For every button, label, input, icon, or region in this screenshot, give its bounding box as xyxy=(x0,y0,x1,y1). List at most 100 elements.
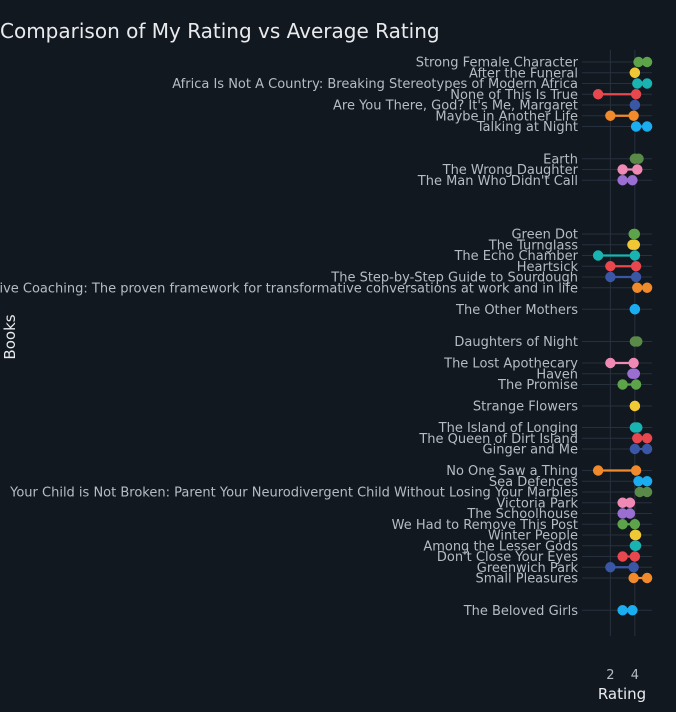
avg-rating-dot xyxy=(628,572,639,584)
book-label: Talking at Night xyxy=(476,120,578,135)
avg-rating-dot xyxy=(632,282,643,293)
x-tick-label: 2 xyxy=(606,668,614,683)
avg-rating-dot xyxy=(627,239,638,250)
avg-rating-dot xyxy=(633,153,644,164)
book-label: The Echo Chamber xyxy=(453,249,578,264)
my-rating-dot xyxy=(641,572,653,584)
my-rating-dot xyxy=(617,551,628,562)
my-rating-dot xyxy=(605,357,616,369)
avg-rating-dot xyxy=(624,508,636,519)
avg-rating-dot xyxy=(629,400,641,412)
my-rating-dot xyxy=(641,56,653,68)
my-rating-dot xyxy=(641,78,653,89)
x-tick-label: 4 xyxy=(631,668,639,683)
book-label: Greenwich Park xyxy=(477,561,579,576)
rating-dots xyxy=(592,56,653,616)
my-rating-dot xyxy=(592,89,604,100)
avg-rating-dot xyxy=(629,304,641,315)
my-rating-dot xyxy=(605,562,616,573)
my-rating-dot xyxy=(641,486,653,498)
book-label: The Queen of Dirt Island xyxy=(418,432,578,447)
avg-rating-dot xyxy=(630,379,642,390)
my-rating-dot xyxy=(605,261,616,272)
book-label: None of This Is True xyxy=(450,88,578,103)
my-rating-dot xyxy=(605,271,616,283)
avg-rating-dot xyxy=(632,164,643,175)
my-rating-dot xyxy=(641,433,653,444)
my-rating-dot xyxy=(617,497,628,508)
my-rating-dot xyxy=(641,476,653,487)
book-label: Small Pleasures xyxy=(476,572,579,587)
avg-rating-dot xyxy=(628,228,639,240)
book-label: Don't Close Your Eyes xyxy=(437,550,578,565)
my-rating-dot xyxy=(592,465,604,476)
avg-rating-dot xyxy=(630,271,642,283)
book-label: The Lost Apothecary xyxy=(443,357,578,372)
avg-rating-dot xyxy=(632,422,643,433)
avg-rating-dot xyxy=(629,443,641,455)
my-rating-dot xyxy=(605,110,616,121)
avg-rating-dot xyxy=(633,56,644,68)
book-label: Africa Is Not A Country: Breaking Stereo… xyxy=(172,77,578,92)
avg-rating-dot xyxy=(630,121,642,132)
avg-rating-dot xyxy=(630,529,642,541)
my-rating-dot xyxy=(641,282,653,293)
book-label: The Turnglass xyxy=(488,238,578,253)
avg-rating-dot xyxy=(629,99,641,111)
book-label: Ginger and Me xyxy=(483,443,578,458)
avg-rating-dot xyxy=(632,336,643,347)
avg-rating-dot xyxy=(627,605,638,616)
book-label: Earth xyxy=(543,152,578,167)
book-label: The Man Who Didn't Call xyxy=(417,174,578,189)
book-label: Transformative Coaching: The proven fram… xyxy=(0,281,578,296)
book-label: Among the Lesser Gods xyxy=(423,539,578,554)
avg-rating-dot xyxy=(632,78,643,89)
book-label: Daughters of Night xyxy=(454,335,578,350)
avg-rating-dot xyxy=(628,110,639,121)
book-label: Victoria Park xyxy=(496,496,578,511)
chart-title: Comparison of My Rating vs Average Ratin… xyxy=(0,19,440,43)
my-rating-dot xyxy=(617,164,628,175)
book-label: Haven xyxy=(536,367,578,382)
book-label: No One Saw a Thing xyxy=(446,464,578,479)
book-label: The Island of Longing xyxy=(438,421,578,436)
my-rating-dot xyxy=(617,508,628,519)
my-rating-dot xyxy=(617,519,628,530)
avg-rating-dot xyxy=(629,551,641,562)
y-axis-label: Books xyxy=(1,314,19,359)
book-label: Strange Flowers xyxy=(473,400,578,415)
avg-rating-dot xyxy=(629,250,641,261)
my-rating-dot xyxy=(617,175,628,186)
x-axis-label: Rating xyxy=(598,685,646,703)
avg-rating-dot xyxy=(627,175,638,186)
avg-rating-dot xyxy=(630,465,642,476)
book-label: The Step-by-Step Guide to Sourdough xyxy=(330,271,578,286)
my-rating-dot xyxy=(592,250,604,261)
avg-rating-dot xyxy=(629,67,641,78)
book-label: Maybe in Another Life xyxy=(435,109,578,124)
avg-rating-dot xyxy=(629,519,641,530)
avg-rating-dot xyxy=(628,357,639,369)
book-label: Strong Female Character xyxy=(416,56,579,71)
book-label: We Had to Remove This Post xyxy=(392,518,578,533)
my-rating-dot xyxy=(641,443,653,455)
avg-rating-dot xyxy=(632,433,643,444)
my-rating-dot xyxy=(617,605,628,616)
avg-rating-dot xyxy=(630,89,642,100)
book-label: After the Funeral xyxy=(469,66,578,81)
book-label: Heartsick xyxy=(517,260,579,275)
avg-rating-dot xyxy=(630,540,642,551)
avg-rating-dot xyxy=(624,497,636,508)
avg-rating-dot xyxy=(634,486,645,498)
book-label: Are You There, God? It's Me, Margaret xyxy=(333,99,578,114)
avg-rating-dot xyxy=(633,476,644,487)
book-label: The Beloved Girls xyxy=(463,604,579,619)
my-rating-dot xyxy=(641,121,653,132)
book-label: Winter People xyxy=(488,529,578,544)
my-rating-dot xyxy=(617,379,628,390)
avg-rating-dot xyxy=(630,261,642,272)
book-label: The Schoolhouse xyxy=(466,507,578,522)
book-label: Green Dot xyxy=(511,228,578,243)
